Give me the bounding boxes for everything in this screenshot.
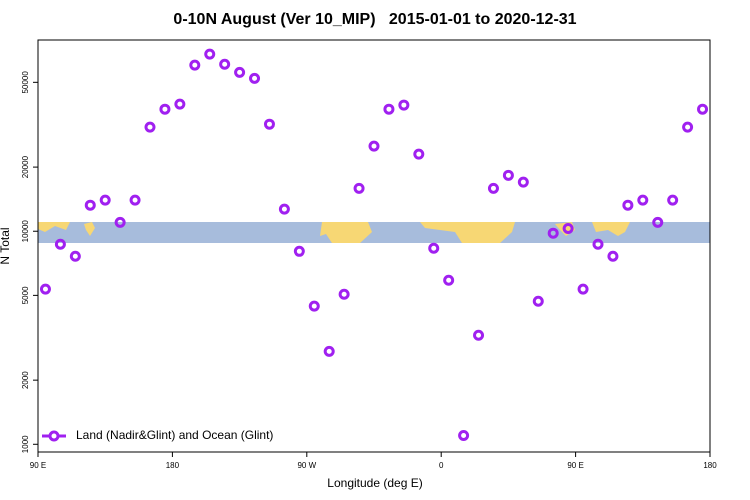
point (308, 300, 320, 312)
plot-frame (37, 39, 711, 453)
y-tick-label: 5000 (21, 286, 30, 304)
point (189, 59, 201, 71)
y-tick-label: 2000 (21, 371, 30, 389)
point (428, 242, 440, 254)
map-band (38, 222, 710, 243)
point (338, 288, 350, 300)
point (263, 118, 275, 130)
point (368, 140, 380, 152)
x-tick-label: 0 (439, 461, 444, 470)
y-tick-label: 10000 (21, 220, 30, 243)
x-tick-label: 90 W (297, 461, 316, 470)
point (577, 283, 589, 295)
point (473, 329, 485, 341)
point (69, 250, 81, 262)
point (443, 274, 455, 286)
point (517, 176, 529, 188)
point (652, 216, 664, 228)
legend-swatch (48, 430, 60, 442)
y-tick-label: 20000 (21, 155, 30, 178)
point (323, 345, 335, 357)
point (502, 169, 514, 181)
point (159, 103, 171, 115)
x-tick-label: 90 E (567, 461, 583, 470)
point (353, 182, 365, 194)
point (547, 227, 559, 239)
y-axis-label: N Total (0, 227, 12, 264)
legend-label: Land (Nadir&Glint) and Ocean (Glint) (76, 428, 273, 442)
x-tick-label: 180 (703, 461, 717, 470)
y-tick-label: 1000 (21, 435, 30, 453)
point (84, 199, 96, 211)
point (234, 66, 246, 78)
point (278, 203, 290, 215)
point (667, 194, 679, 206)
point (114, 216, 126, 228)
point (697, 103, 709, 115)
point (562, 223, 574, 235)
point (592, 238, 604, 250)
point (637, 194, 649, 206)
point (293, 245, 305, 257)
x-axis-label: Longitude (deg E) (327, 476, 422, 490)
point (622, 199, 634, 211)
point (219, 58, 231, 70)
point (458, 429, 470, 441)
point (682, 121, 694, 133)
point (99, 194, 111, 206)
point (174, 98, 186, 110)
point (144, 121, 156, 133)
point (249, 72, 261, 84)
point (487, 182, 499, 194)
point (383, 103, 395, 115)
point (39, 283, 51, 295)
point (204, 48, 216, 60)
point (54, 238, 66, 250)
point (413, 148, 425, 160)
point (398, 99, 410, 111)
x-tick-label: 90 E (30, 461, 46, 470)
point (129, 194, 141, 206)
point (607, 250, 619, 262)
x-tick-label: 180 (166, 461, 180, 470)
point (532, 295, 544, 307)
chart-title: 0-10N August (Ver 10_MIP) 2015-01-01 to … (173, 11, 576, 28)
y-tick-label: 50000 (21, 71, 30, 94)
